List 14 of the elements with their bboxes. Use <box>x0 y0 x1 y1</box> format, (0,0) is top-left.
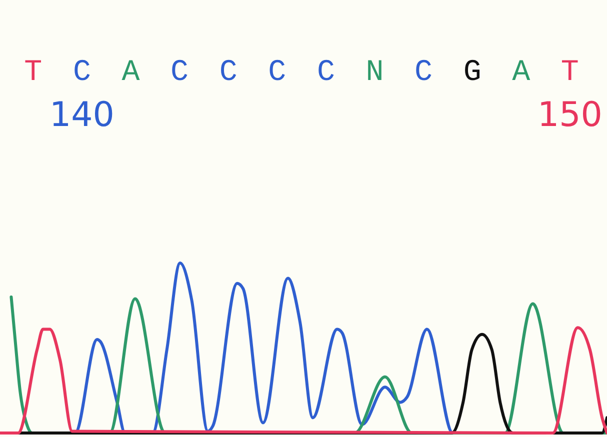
x-tick-label: 150 <box>537 95 602 135</box>
text: C <box>72 56 91 90</box>
text: N <box>366 56 384 90</box>
text: C <box>170 56 189 90</box>
text: T <box>560 56 579 90</box>
text: T <box>24 56 42 90</box>
text: A <box>512 56 530 90</box>
x-tick-label: 140 <box>50 95 114 135</box>
text: A <box>122 56 140 90</box>
text: G <box>463 56 482 90</box>
text: C <box>316 56 335 90</box>
text: C <box>414 56 433 90</box>
text: C <box>268 56 286 90</box>
text: C <box>219 56 238 90</box>
